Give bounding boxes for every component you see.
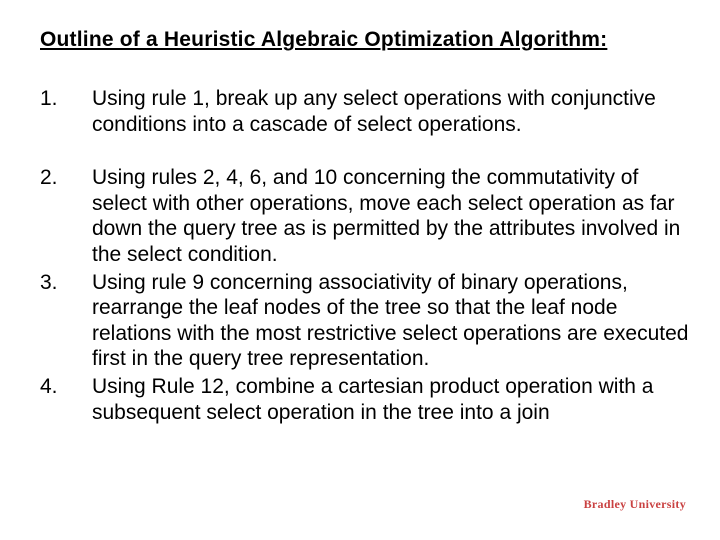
list-item: 1. Using rule 1, break up any select ope… <box>40 86 694 137</box>
item-number: 4. <box>40 374 92 425</box>
slide-title: Outline of a Heuristic Algebraic Optimiz… <box>40 28 694 52</box>
item-number: 1. <box>40 86 92 137</box>
item-text: Using Rule 12, combine a cartesian produ… <box>92 374 694 425</box>
slide: Outline of a Heuristic Algebraic Optimiz… <box>0 0 720 540</box>
item-number: 2. <box>40 165 92 267</box>
item-text: Using rule 9 concerning associativity of… <box>92 270 694 372</box>
list-item: 3. Using rule 9 concerning associativity… <box>40 270 694 372</box>
list-item: 4. Using Rule 12, combine a cartesian pr… <box>40 374 694 425</box>
item-number: 3. <box>40 270 92 372</box>
item-text: Using rule 1, break up any select operat… <box>92 86 694 137</box>
item-text: Using rules 2, 4, 6, and 10 concerning t… <box>92 165 694 267</box>
numbered-list: 1. Using rule 1, break up any select ope… <box>40 86 694 425</box>
list-item: 2. Using rules 2, 4, 6, and 10 concernin… <box>40 165 694 267</box>
watermark-text: Bradley University <box>584 497 686 512</box>
